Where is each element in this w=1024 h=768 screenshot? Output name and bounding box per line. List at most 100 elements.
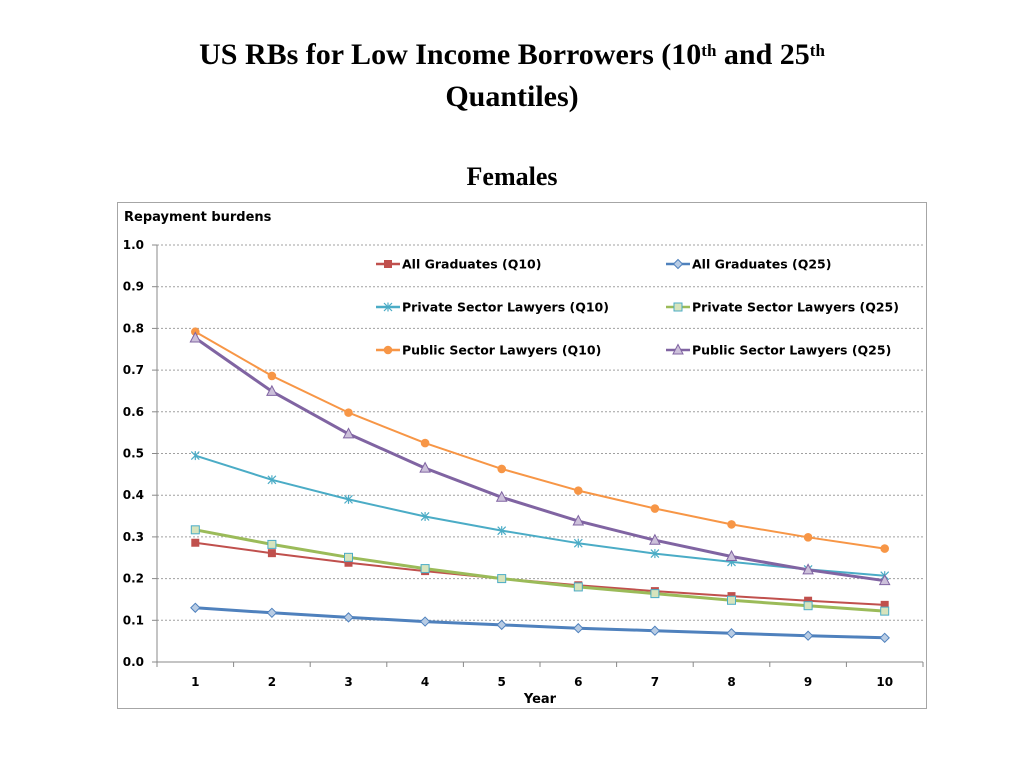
legend-label: All Graduates (Q25) [692, 257, 831, 272]
series-3 [190, 451, 890, 581]
series-line [195, 541, 885, 606]
series-group [189, 327, 891, 644]
y-tick-label: 0.1 [123, 613, 144, 627]
data-point [191, 538, 200, 547]
legend-item: Private Sector Lawyers (Q25) [666, 300, 899, 315]
slide-subtitle: Females [466, 162, 558, 191]
data-point [672, 258, 684, 270]
data-point [383, 302, 393, 312]
data-point [878, 574, 891, 586]
data-point [672, 343, 684, 355]
series-line [194, 330, 885, 550]
data-point [266, 384, 278, 396]
data-point [496, 619, 507, 631]
legend: All Graduates (Q10) All Graduates (Q25) Pr… [376, 257, 899, 358]
y-tick-label: 0.6 [123, 405, 144, 419]
x-tick-label: 7 [651, 675, 659, 689]
data-point [726, 628, 737, 639]
data-point [725, 549, 738, 561]
data-point [573, 582, 583, 592]
x-tick-label: 2 [268, 675, 276, 689]
slide-title: US RBs for Low Income Borrowers (10th an… [112, 34, 912, 118]
y-axis-label: Repayment burdens [124, 210, 272, 225]
data-point [267, 539, 277, 549]
y-tick-label: 1.0 [123, 238, 144, 252]
data-point [190, 602, 201, 613]
data-point [420, 564, 430, 574]
data-point [344, 552, 353, 562]
legend-item: Public Sector Lawyers (Q25) [666, 343, 891, 358]
legend-label: Public Sector Lawyers (Q25) [692, 343, 891, 358]
series-6 [189, 331, 891, 586]
data-point [267, 371, 277, 381]
x-tick-label: 1 [191, 675, 199, 689]
y-tick-label: 0.9 [123, 280, 144, 294]
data-point [574, 486, 583, 495]
series-line [194, 454, 885, 577]
data-point [190, 451, 200, 461]
data-point [189, 331, 202, 343]
y-tick-label: 0.7 [123, 363, 144, 377]
data-point [802, 630, 814, 641]
data-point [344, 494, 353, 504]
data-point [420, 438, 430, 448]
x-axis-label: Year [523, 692, 557, 707]
data-point [650, 589, 660, 599]
data-point [344, 408, 353, 417]
y-tick-label: 0.4 [123, 488, 144, 502]
y-tick-label: 0.5 [123, 447, 144, 461]
x-tick-label: 10 [876, 675, 893, 689]
data-point [879, 632, 890, 644]
legend-label: Public Sector Lawyers (Q10) [402, 343, 601, 358]
data-point [266, 607, 278, 619]
y-tick-label: 0.8 [123, 321, 144, 335]
x-tick-label: 5 [498, 675, 506, 689]
y-tick-label: 0.2 [123, 572, 144, 586]
series-5 [191, 327, 890, 553]
data-point [342, 427, 355, 439]
series-line [195, 528, 885, 613]
legend-item: All Graduates (Q25) [666, 257, 831, 272]
legend-item: Private Sector Lawyers (Q10) [376, 300, 609, 315]
data-point [880, 606, 890, 616]
data-point [880, 544, 890, 553]
series-4 [190, 525, 890, 616]
x-tick-label: 3 [344, 675, 352, 689]
series-line [194, 336, 885, 583]
data-point [649, 625, 661, 636]
data-point [573, 623, 584, 634]
data-point [497, 574, 507, 584]
title-part-1: US RBs for Low Income Borrowers (10 [199, 38, 702, 71]
data-point [650, 549, 660, 559]
data-point [420, 511, 430, 521]
data-point [573, 538, 583, 548]
data-point [803, 601, 813, 611]
data-point [495, 490, 508, 502]
data-point [384, 260, 392, 268]
title-part-2: and 25 [716, 38, 810, 71]
title-part-3: Quantiles) [445, 80, 579, 113]
y-tick-label: 0.0 [123, 655, 144, 669]
x-tick-label: 9 [804, 675, 812, 689]
legend-label: Private Sector Lawyers (Q10) [402, 300, 609, 315]
x-tick-label: 6 [574, 675, 582, 689]
title-superscript-2: th [809, 41, 825, 60]
x-tick-label: 4 [421, 675, 429, 689]
series-line [195, 606, 885, 640]
data-point [343, 612, 354, 623]
data-point [650, 504, 660, 513]
data-point [497, 464, 507, 474]
data-point [572, 514, 585, 526]
chart-frame: Repayment burdens Year 0.0 0.1 0.2 0.3 0.4 0.… [117, 202, 927, 709]
series-2 [190, 602, 890, 644]
legend-label: Private Sector Lawyers (Q25) [692, 300, 899, 315]
line-chart: Repayment burdens Year 0.00.10.20.30.40.… [123, 210, 924, 707]
data-point [727, 520, 736, 529]
data-point [673, 302, 683, 312]
title-superscript-1: th [701, 41, 717, 60]
data-point [419, 616, 431, 627]
data-point [383, 345, 393, 355]
data-point [267, 549, 276, 558]
data-point [727, 595, 736, 605]
axes: 0.0 0.1 0.2 0.3 0.4 0.5 0.6 0.7 0.8 0.9 1.0 1 2 3 4 5 6 7… [123, 238, 924, 689]
